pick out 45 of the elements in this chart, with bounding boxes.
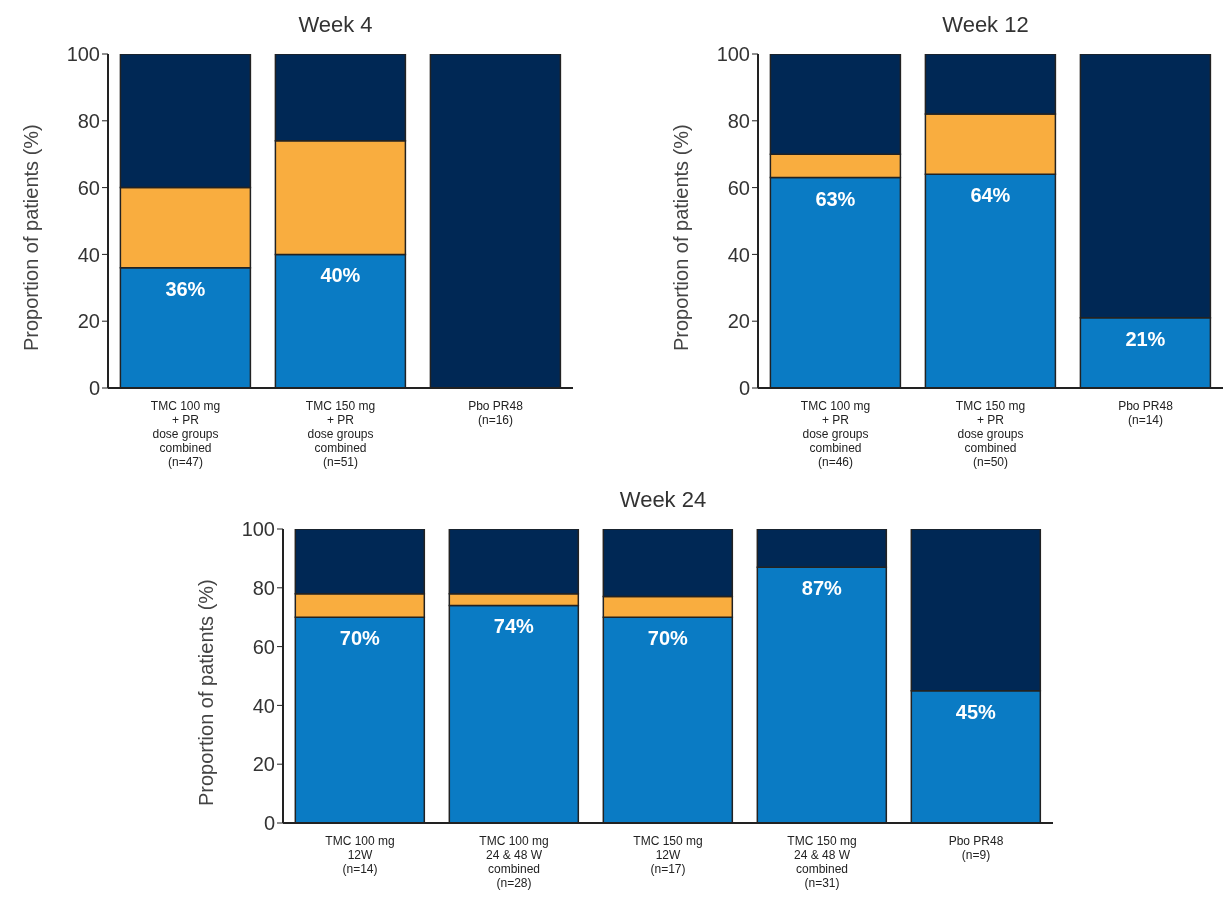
chart-title: Week 4 bbox=[297, 11, 374, 39]
x-tick-label: Pbo PR48 (n=9) bbox=[948, 834, 1004, 862]
x-tick-label: TMC 100 mg 24 & 48 W combined (n=28) bbox=[479, 834, 549, 890]
data-label: 74% bbox=[493, 615, 535, 638]
y-tick-label: 40 bbox=[77, 243, 100, 266]
x-tick-label: TMC 150 mg + PR dose groups combined (n=51) bbox=[305, 399, 376, 469]
data-label: 63% bbox=[815, 187, 856, 210]
data-label: 21% bbox=[1125, 327, 1166, 350]
y-tick-label: 20 bbox=[77, 310, 100, 333]
y-tick-label: 80 bbox=[77, 109, 100, 132]
y-tick-label: 60 bbox=[727, 176, 750, 199]
y-axis-title: Proportion of patients (%) bbox=[195, 579, 218, 806]
y-tick-label: 0 bbox=[738, 377, 750, 400]
chart-title: Week 24 bbox=[618, 486, 708, 514]
x-tick-label: Pbo PR48 (n=14) bbox=[1118, 399, 1174, 427]
x-tick-label: Pbo PR48 (n=16) bbox=[468, 399, 524, 427]
y-tick-label: 100 bbox=[716, 43, 750, 66]
data-label: 70% bbox=[339, 627, 381, 650]
y-tick-label: 80 bbox=[727, 109, 750, 132]
y-tick-label: 0 bbox=[88, 377, 100, 400]
y-tick-label: 40 bbox=[727, 243, 750, 266]
data-label: 36% bbox=[165, 277, 206, 300]
x-tick-label: TMC 100 mg + PR dose groups combined (n=47) bbox=[150, 399, 221, 469]
x-tick-label: TMC 150 mg 12W (n=17) bbox=[633, 834, 703, 876]
data-label: 87% bbox=[801, 577, 843, 600]
data-label: 40% bbox=[320, 264, 361, 287]
y-tick-label: 60 bbox=[252, 635, 275, 658]
data-label: 70% bbox=[647, 627, 689, 650]
y-tick-label: 100 bbox=[66, 43, 100, 66]
x-tick-label: TMC 100 mg + PR dose groups combined (n=46) bbox=[800, 399, 871, 469]
y-tick-label: 40 bbox=[252, 694, 275, 717]
data-label: 45% bbox=[955, 700, 997, 723]
data-label: 64% bbox=[970, 184, 1011, 207]
y-axis-title: Proportion of patients (%) bbox=[20, 124, 43, 351]
y-tick-label: 20 bbox=[252, 753, 275, 776]
chart-title: Week 12 bbox=[941, 11, 1030, 39]
y-tick-label: 100 bbox=[241, 518, 275, 541]
x-tick-label: TMC 150 mg + PR dose groups combined (n=50) bbox=[955, 399, 1026, 469]
x-tick-label: TMC 150 mg 24 & 48 W combined (n=31) bbox=[787, 834, 857, 890]
y-tick-label: 20 bbox=[727, 310, 750, 333]
y-axis-title: Proportion of patients (%) bbox=[670, 124, 693, 351]
x-tick-label: TMC 100 mg 12W (n=14) bbox=[325, 834, 395, 876]
y-tick-label: 80 bbox=[252, 576, 275, 599]
y-tick-label: 0 bbox=[263, 812, 275, 835]
y-tick-label: 60 bbox=[77, 176, 100, 199]
